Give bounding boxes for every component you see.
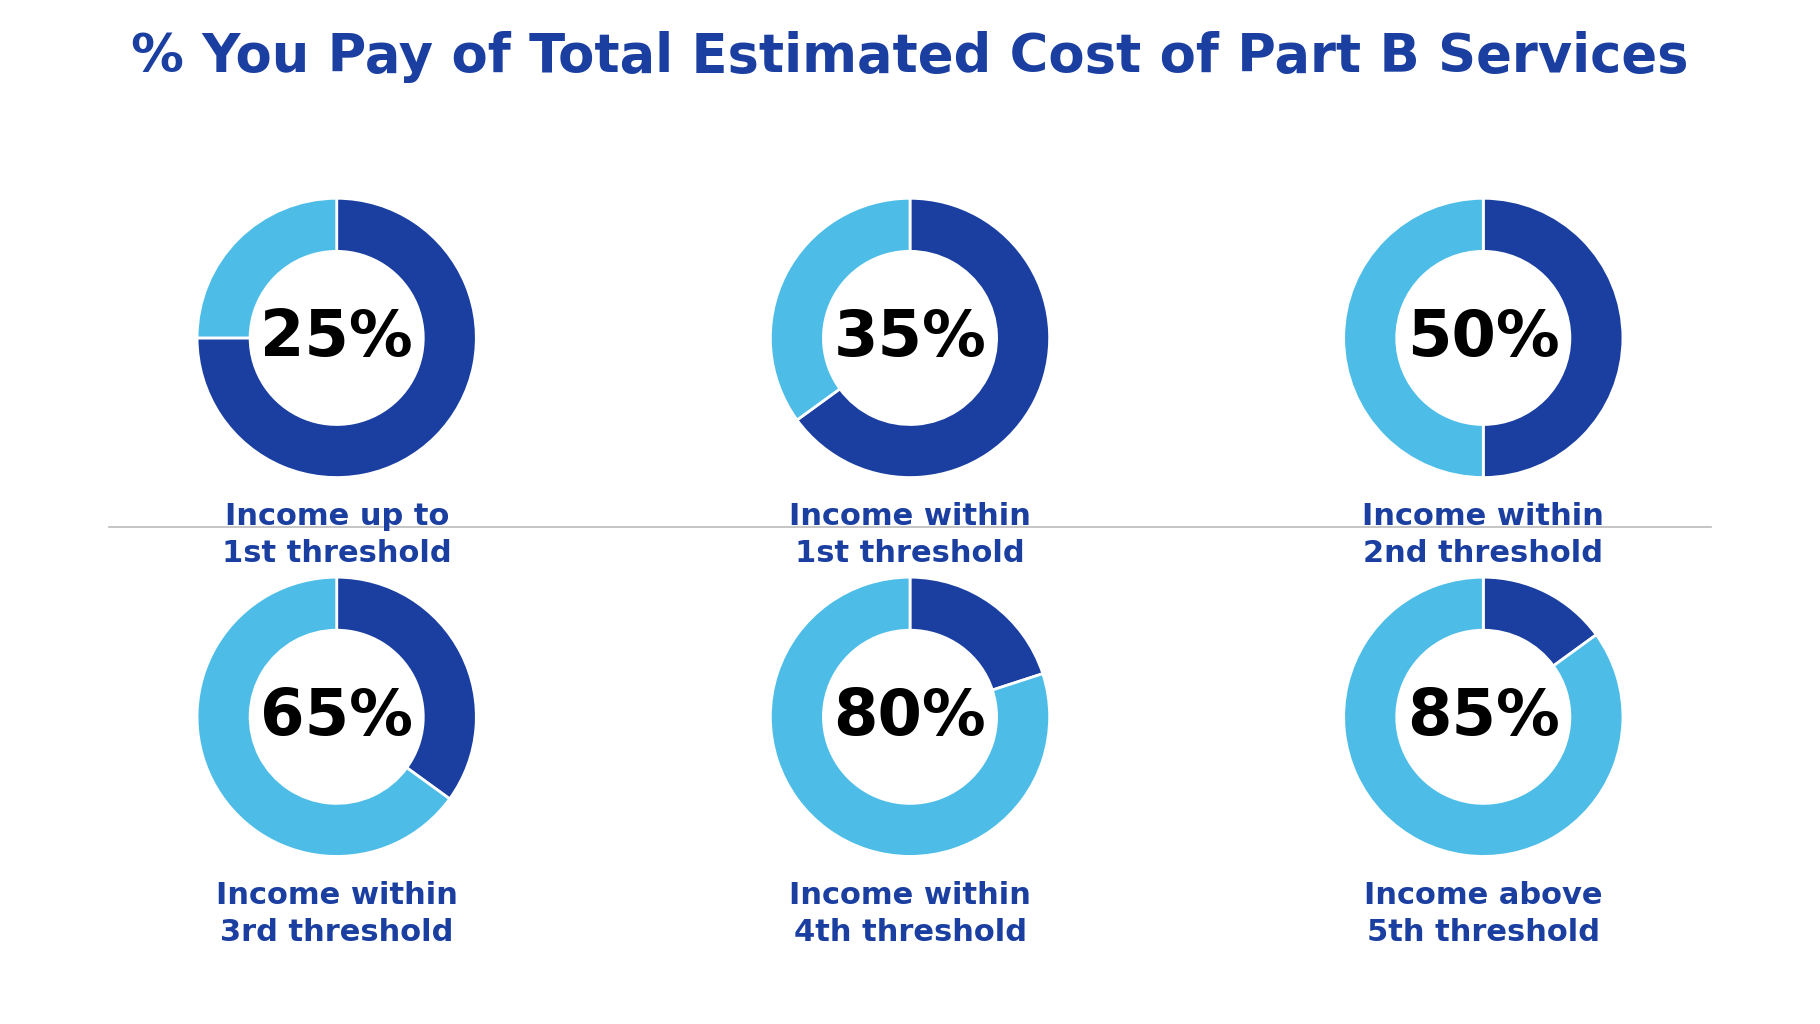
Text: 50%: 50%	[1407, 307, 1560, 369]
Wedge shape	[337, 578, 477, 799]
Text: 65%: 65%	[260, 686, 413, 748]
Text: Income within
4th threshold: Income within 4th threshold	[790, 881, 1030, 947]
Wedge shape	[1343, 199, 1483, 477]
Wedge shape	[197, 578, 450, 856]
Text: Income within
1st threshold: Income within 1st threshold	[790, 502, 1030, 568]
Wedge shape	[197, 199, 337, 338]
Wedge shape	[770, 578, 1050, 856]
Text: Income within
3rd threshold: Income within 3rd threshold	[217, 881, 457, 947]
Text: 85%: 85%	[1407, 686, 1560, 748]
Wedge shape	[197, 199, 477, 477]
Wedge shape	[770, 199, 910, 420]
Wedge shape	[910, 578, 1043, 690]
Text: 80%: 80%	[834, 686, 986, 748]
Text: % You Pay of Total Estimated Cost of Part B Services: % You Pay of Total Estimated Cost of Par…	[131, 31, 1689, 83]
Text: Income within
2nd threshold: Income within 2nd threshold	[1363, 502, 1603, 568]
Wedge shape	[1483, 199, 1623, 477]
Text: 35%: 35%	[834, 307, 986, 369]
Wedge shape	[797, 199, 1050, 477]
Text: 25%: 25%	[260, 307, 413, 369]
Wedge shape	[1343, 578, 1623, 856]
Text: Income above
5th threshold: Income above 5th threshold	[1363, 881, 1603, 947]
Wedge shape	[1483, 578, 1596, 666]
Text: Income up to
1st threshold: Income up to 1st threshold	[222, 502, 451, 568]
